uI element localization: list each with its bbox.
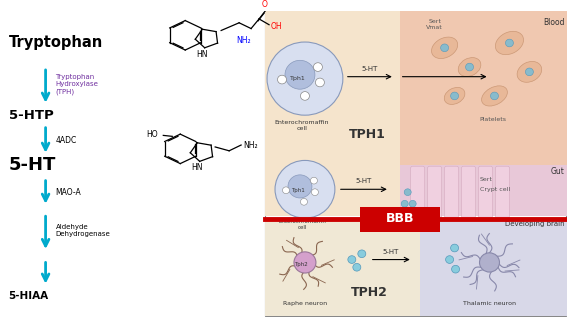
Text: Aldehyde
Dehydrogenase: Aldehyde Dehydrogenase [56, 224, 110, 238]
Text: TPH2: TPH2 [352, 286, 388, 299]
Text: 5-HT: 5-HT [362, 66, 378, 72]
Circle shape [300, 92, 310, 100]
Ellipse shape [444, 87, 465, 104]
Text: Blood: Blood [543, 18, 565, 27]
Text: BBB: BBB [386, 212, 414, 225]
FancyBboxPatch shape [265, 220, 420, 316]
Text: Tph2: Tph2 [294, 262, 308, 267]
Circle shape [452, 265, 460, 273]
FancyBboxPatch shape [265, 11, 400, 165]
FancyBboxPatch shape [428, 166, 441, 218]
Ellipse shape [517, 61, 542, 82]
Circle shape [311, 177, 318, 184]
Circle shape [294, 252, 316, 273]
FancyBboxPatch shape [411, 166, 425, 218]
Text: Tryptophan: Tryptophan [9, 36, 103, 51]
Text: Sert: Sert [479, 177, 492, 182]
Text: OH: OH [271, 22, 283, 31]
FancyBboxPatch shape [400, 11, 567, 165]
FancyBboxPatch shape [265, 165, 400, 216]
Circle shape [404, 189, 411, 196]
Circle shape [282, 187, 290, 194]
Text: MAO-A: MAO-A [56, 188, 81, 197]
Text: Crypt cell: Crypt cell [479, 187, 509, 192]
Text: Sert
Vmat: Sert Vmat [426, 19, 443, 30]
Circle shape [491, 92, 499, 100]
Text: 4ADC: 4ADC [56, 136, 77, 145]
Circle shape [401, 200, 408, 207]
Text: 5-HIAA: 5-HIAA [9, 291, 49, 301]
Ellipse shape [495, 31, 524, 55]
Circle shape [353, 263, 361, 271]
Circle shape [441, 44, 449, 52]
Ellipse shape [458, 58, 481, 77]
Text: Tryptophan
Hydroxylase
(TPH): Tryptophan Hydroxylase (TPH) [56, 74, 98, 95]
FancyBboxPatch shape [445, 166, 458, 218]
Circle shape [314, 63, 323, 71]
FancyBboxPatch shape [462, 166, 475, 218]
FancyBboxPatch shape [478, 166, 492, 218]
Circle shape [300, 198, 307, 205]
Text: Thalamic neuron: Thalamic neuron [463, 301, 516, 306]
Text: Enterochromaffin
cell: Enterochromaffin cell [275, 120, 329, 131]
Circle shape [311, 189, 319, 196]
Circle shape [450, 244, 458, 252]
Text: HO: HO [147, 130, 158, 139]
Circle shape [315, 78, 324, 87]
Circle shape [278, 75, 286, 84]
Text: Platelets: Platelets [479, 117, 506, 122]
Circle shape [409, 200, 416, 207]
Text: 5-HT: 5-HT [9, 156, 56, 174]
Text: Developing brain: Developing brain [505, 221, 565, 227]
Ellipse shape [482, 86, 507, 106]
Ellipse shape [432, 37, 458, 59]
Text: 5-HT: 5-HT [356, 178, 372, 184]
Circle shape [446, 256, 454, 263]
FancyBboxPatch shape [420, 220, 567, 316]
Circle shape [358, 250, 366, 258]
Circle shape [450, 92, 458, 100]
Text: HN: HN [191, 163, 203, 172]
Text: Enterochromaffin
cell: Enterochromaffin cell [278, 219, 326, 230]
FancyBboxPatch shape [495, 166, 509, 218]
Circle shape [285, 60, 315, 89]
Circle shape [479, 253, 499, 272]
Circle shape [275, 160, 335, 218]
Circle shape [348, 256, 356, 263]
Text: NH₂: NH₂ [243, 141, 258, 149]
Circle shape [466, 63, 474, 71]
Text: O: O [262, 0, 268, 9]
Text: Tph1: Tph1 [290, 76, 306, 81]
Text: NH₂: NH₂ [236, 36, 250, 45]
Circle shape [525, 68, 533, 76]
Text: 5-HT: 5-HT [383, 249, 399, 255]
Text: Tph1: Tph1 [291, 188, 305, 193]
Circle shape [506, 39, 513, 47]
FancyBboxPatch shape [265, 12, 566, 316]
Text: HN: HN [197, 50, 208, 59]
Text: TPH1: TPH1 [349, 128, 386, 141]
Circle shape [267, 42, 343, 115]
Text: Raphe neuron: Raphe neuron [283, 301, 327, 306]
Text: 5-HTP: 5-HTP [9, 109, 53, 122]
FancyBboxPatch shape [360, 207, 440, 232]
Text: Gut: Gut [550, 167, 565, 176]
FancyBboxPatch shape [400, 165, 567, 216]
Circle shape [288, 175, 312, 198]
